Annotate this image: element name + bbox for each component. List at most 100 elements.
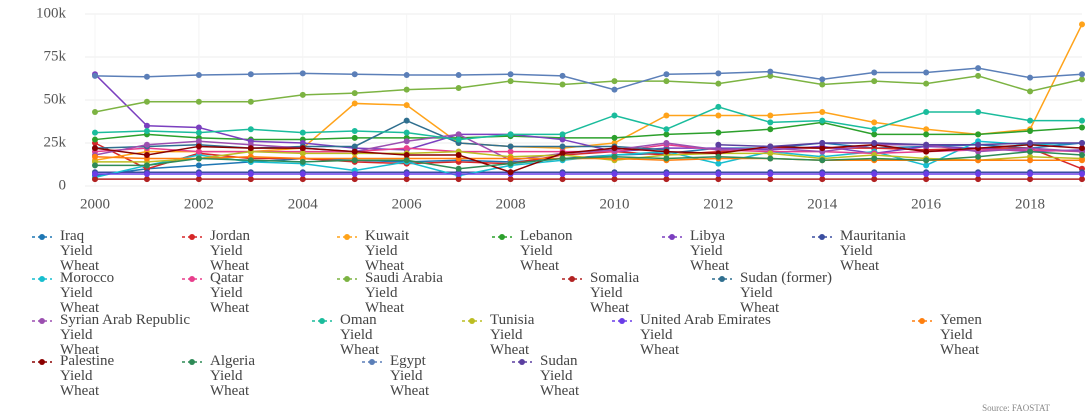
- point: [975, 176, 982, 183]
- point: [767, 72, 774, 79]
- y-tick-label: 25k: [44, 134, 67, 150]
- point: [923, 69, 930, 76]
- legend-label: Kuwait Yield Wheat: [365, 228, 410, 274]
- legend-marker: [189, 276, 195, 282]
- point: [507, 176, 514, 183]
- legend-item: Iraq Yield Wheat: [32, 228, 100, 274]
- legend-label: United Arab Emirates Yield Wheat: [640, 312, 771, 358]
- point: [403, 102, 410, 109]
- point: [403, 176, 410, 183]
- point: [143, 170, 150, 177]
- point: [923, 131, 930, 138]
- point: [715, 112, 722, 119]
- point: [559, 170, 566, 177]
- point: [195, 143, 202, 150]
- point: [663, 78, 670, 85]
- point: [299, 129, 306, 136]
- series-line: [718, 142, 1082, 148]
- point: [507, 143, 514, 150]
- point: [195, 170, 202, 177]
- series-line: [94, 143, 1083, 174]
- point: [975, 170, 982, 177]
- point: [663, 126, 670, 133]
- point: [403, 152, 410, 159]
- point: [715, 80, 722, 87]
- point: [611, 112, 618, 119]
- point: [819, 157, 826, 164]
- point: [715, 170, 722, 177]
- point: [299, 176, 306, 183]
- point: [559, 150, 566, 157]
- point: [1079, 176, 1085, 183]
- point: [1027, 148, 1034, 155]
- x-tick-label: 2006: [392, 196, 423, 212]
- legend-item: Saudi Arabia Yield Wheat: [337, 270, 443, 316]
- point: [1027, 157, 1034, 164]
- point: [507, 131, 514, 138]
- point: [403, 170, 410, 177]
- point: [611, 153, 618, 160]
- point: [1079, 157, 1085, 164]
- point: [1027, 170, 1034, 177]
- legend-item: Somalia Yield Wheat: [562, 270, 640, 316]
- point: [923, 126, 930, 133]
- point: [403, 145, 410, 152]
- y-tick-label: 50k: [44, 91, 67, 107]
- point: [195, 162, 202, 169]
- series-line: [94, 73, 1083, 155]
- legend-marker: [569, 276, 575, 282]
- point: [1079, 140, 1085, 146]
- point: [1079, 145, 1085, 152]
- point: [663, 71, 670, 78]
- x-tick-label: 2018: [1015, 196, 1045, 212]
- point: [767, 150, 774, 157]
- legend-item: Morocco Yield Wheat: [32, 270, 114, 316]
- point: [1027, 176, 1034, 183]
- point: [351, 90, 358, 97]
- point: [611, 176, 618, 183]
- point: [819, 109, 826, 116]
- point: [299, 150, 306, 157]
- point: [767, 176, 774, 183]
- legend-label: Jordan Yield Wheat: [210, 228, 250, 274]
- point: [143, 122, 150, 129]
- legend-label: Lebanon Yield Wheat: [520, 228, 573, 274]
- point: [871, 78, 878, 85]
- point: [247, 157, 254, 164]
- legend-label: Algeria Yield Wheat: [210, 353, 255, 399]
- x-tick-label: 2014: [807, 196, 838, 212]
- legend-item: Algeria Yield Wheat: [182, 353, 255, 399]
- legend-marker: [39, 318, 45, 324]
- point: [92, 153, 98, 160]
- point: [351, 157, 358, 164]
- legend-marker: [39, 234, 45, 240]
- point: [819, 76, 826, 83]
- point: [819, 145, 826, 152]
- point: [767, 126, 774, 133]
- legend-item: Syrian Arab Republic Yield Wheat: [32, 312, 190, 358]
- legend-label: Qatar Yield Wheat: [210, 270, 250, 316]
- legend-marker: [819, 234, 825, 240]
- legend-marker: [499, 234, 505, 240]
- point: [663, 148, 670, 155]
- point: [975, 131, 982, 138]
- legend-label: Yemen Yield Wheat: [940, 312, 982, 358]
- point: [767, 68, 774, 75]
- point: [819, 117, 826, 124]
- point: [923, 162, 930, 169]
- point: [559, 176, 566, 183]
- point: [195, 155, 202, 162]
- legend-item: Sudan (former) Yield Wheat: [712, 270, 832, 316]
- series-line: [94, 142, 1083, 177]
- point: [299, 70, 306, 77]
- legend-marker: [189, 234, 195, 240]
- legend-label: Sudan (former) Yield Wheat: [740, 270, 832, 316]
- point: [923, 80, 930, 87]
- x-tick-label: 2004: [288, 196, 319, 212]
- point: [767, 170, 774, 177]
- point: [871, 126, 878, 133]
- point: [975, 141, 982, 148]
- point: [819, 140, 826, 146]
- point: [663, 170, 670, 177]
- point: [351, 71, 358, 78]
